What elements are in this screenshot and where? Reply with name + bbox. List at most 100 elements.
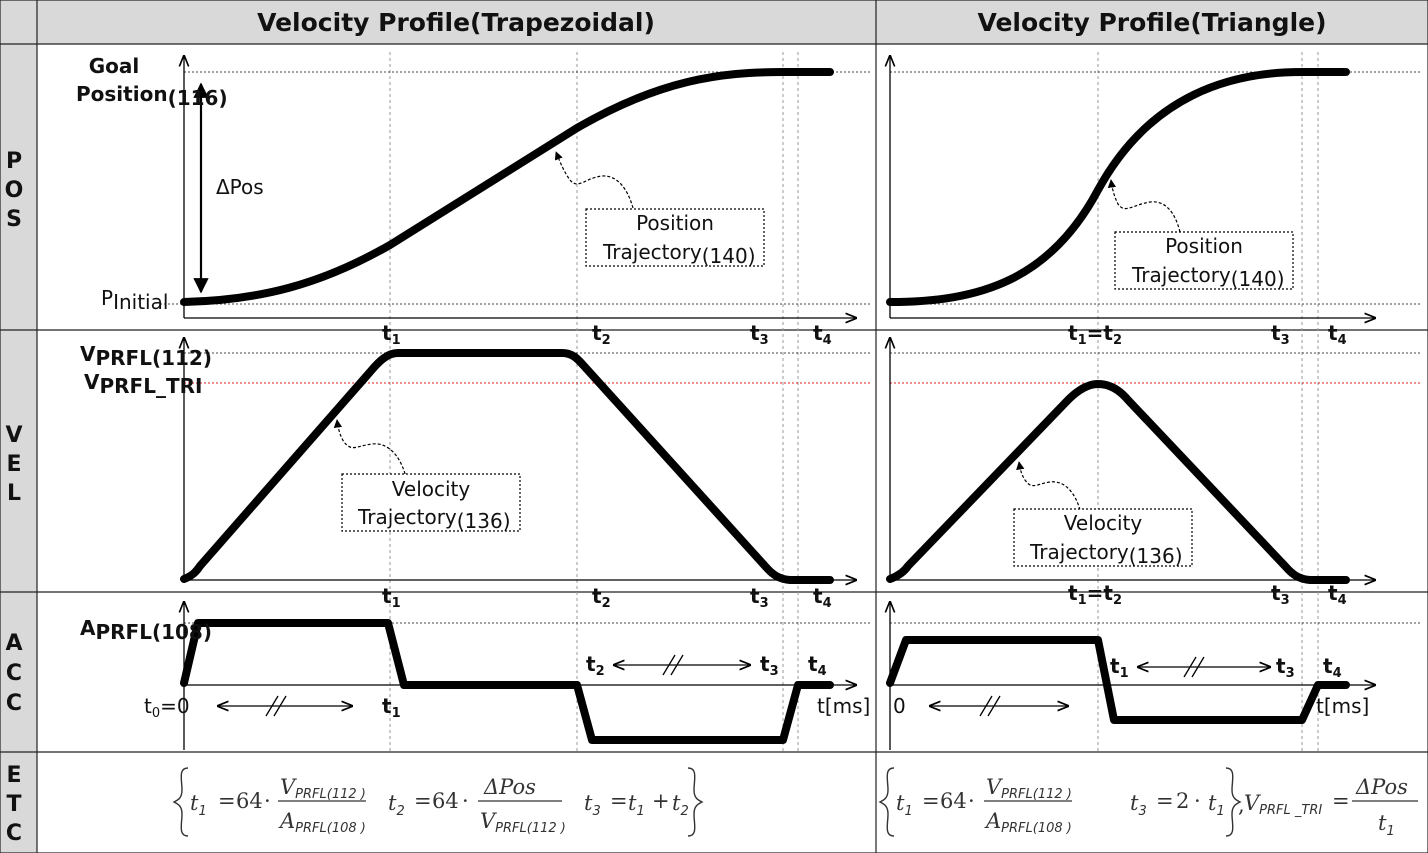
svg-text:,: ,	[1238, 793, 1245, 817]
goal-position-label-line2: Position(116)	[76, 82, 228, 110]
svg-text:=: =	[1156, 789, 1174, 813]
position-trajectory-callout-line2: Trajectory(140)	[602, 240, 756, 268]
svg-text:·: ·	[1194, 789, 1201, 813]
formula-triangle: t1 = 64 · VPRFL(112 ) APRFL(108 ) t3 = 2…	[878, 767, 1418, 839]
zero-label: 0	[893, 694, 906, 718]
svg-text:t4: t4	[813, 584, 832, 611]
velocity-trajectory-curve	[180, 349, 834, 584]
tick-t1-pos: t1	[382, 321, 401, 348]
svg-text:t1: t1	[190, 791, 207, 819]
svg-text:t1: t1	[382, 694, 401, 721]
svg-text:Position: Position	[1165, 234, 1243, 258]
svg-text:t2: t2	[672, 791, 689, 819]
svg-text:t1: t1	[1378, 811, 1395, 839]
svg-text:t4: t4	[1323, 654, 1342, 681]
svg-text:2: 2	[1176, 789, 1189, 813]
acc-panel-trapezoidal: APRFL(108) t0=0 t[ms] t1 t2 t3 t4	[80, 602, 870, 750]
svg-text:E: E	[6, 452, 21, 477]
velocity-trajectory-callout	[341, 473, 521, 532]
svg-text:L: L	[7, 481, 21, 506]
time-gridlines-triangle	[1097, 52, 1319, 752]
svg-text:VPRFL(112 ): VPRFL(112 )	[280, 775, 366, 802]
svg-text:64: 64	[236, 789, 263, 813]
svg-text:C: C	[6, 661, 22, 686]
pos-panel-triangle: Position Trajectory(140) t1=t2 t3 t4	[890, 56, 1420, 348]
formula-trapezoidal: t1 = 64 · VPRFL(112 ) APRFL(108 ) t2 = 6…	[172, 767, 704, 837]
svg-text:t4: t4	[1328, 321, 1347, 348]
svg-text:·: ·	[968, 789, 975, 813]
time-axis-label: t[ms]	[817, 694, 870, 718]
goal-position-label-line1: Goal	[89, 54, 140, 78]
svg-text:C: C	[6, 821, 22, 846]
row-label-vel: V E L	[5, 423, 22, 506]
svg-text:t1: t1	[1110, 654, 1129, 681]
svg-text:ΔPos: ΔPos	[483, 775, 536, 799]
tick-t4-pos: t4	[813, 321, 832, 348]
svg-text:E: E	[6, 763, 21, 788]
svg-text:Velocity: Velocity	[1064, 511, 1143, 535]
p-initial-label: PInitial	[101, 286, 168, 314]
svg-text:t3: t3	[1271, 321, 1290, 348]
tick-t2-pos: t2	[592, 321, 611, 348]
svg-text:t[ms]: t[ms]	[1316, 694, 1369, 718]
tick-t1-eq-t2-pos: t1=t2	[1068, 321, 1122, 348]
svg-text:t1: t1	[628, 791, 645, 819]
svg-text:V: V	[5, 423, 22, 448]
svg-text:Trajectory(136): Trajectory(136)	[1029, 540, 1183, 568]
svg-text:VPRFL(112 ): VPRFL(112 )	[986, 775, 1072, 802]
row-label-acc: A C C	[5, 631, 22, 716]
svg-text:·: ·	[264, 789, 271, 813]
svg-text:t2: t2	[388, 791, 405, 819]
svg-text:t1: t1	[1208, 791, 1225, 819]
header-trapezoidal: Velocity Profile(Trapezoidal)	[257, 8, 655, 37]
velocity-trajectory-callout-tri	[1013, 508, 1193, 567]
position-trajectory-curve-tri	[886, 68, 1350, 306]
svg-text:P: P	[6, 149, 22, 174]
svg-text:=: =	[414, 789, 432, 813]
svg-text:t1: t1	[382, 584, 401, 611]
position-trajectory-callout	[585, 208, 765, 267]
svg-text:VPRFL(112 ): VPRFL(112 )	[480, 809, 566, 836]
position-trajectory-callout-line1: Position	[636, 211, 714, 235]
svg-text:=: =	[610, 789, 628, 813]
svg-text:S: S	[6, 207, 22, 232]
aprfl-label: APRFL(108)	[80, 616, 212, 644]
svg-text:C: C	[6, 691, 22, 716]
velocity-trajectory-curve-tri	[886, 380, 1350, 584]
vprfl-label: VPRFL(112)	[80, 342, 212, 370]
acc-panel-triangle: 0 t[ms] t1 t3 t4	[890, 602, 1420, 750]
header-triangle: Velocity Profile(Triangle)	[977, 8, 1326, 37]
svg-text:t3: t3	[584, 791, 601, 819]
svg-text:t4: t4	[808, 652, 827, 679]
svg-text:t1: t1	[896, 791, 913, 819]
svg-text:·: ·	[462, 789, 469, 813]
svg-text:Trajectory(140): Trajectory(140)	[1131, 263, 1285, 291]
svg-text:t2: t2	[586, 652, 605, 679]
vel-panel-triangle: Velocity Trajectory(136) t1=t2 t3 t4	[890, 338, 1420, 608]
svg-text:t3: t3	[1271, 581, 1290, 608]
svg-text:A: A	[5, 631, 22, 656]
svg-text:=: =	[218, 789, 236, 813]
svg-text:Velocity: Velocity	[392, 477, 471, 501]
svg-text:=: =	[922, 789, 940, 813]
position-trajectory-callout-tri	[1114, 231, 1294, 290]
vel-panel-trapezoidal: VPRFL(112) VPRFL_TRI Velocity Trajectory…	[80, 338, 870, 611]
acceleration-profile-tri	[886, 636, 1350, 724]
svg-text:VPRFL _TRI: VPRFL _TRI	[1244, 791, 1322, 818]
pos-panel-trapezoidal: Goal Position(116) ΔPos PInitial Positio…	[76, 54, 870, 348]
svg-text:APRFL(108 ): APRFL(108 )	[984, 809, 1072, 836]
t0-label: t0=0	[144, 694, 190, 721]
svg-text:t3: t3	[1130, 791, 1147, 819]
svg-text:t3: t3	[1276, 654, 1295, 681]
svg-text:+: +	[652, 789, 670, 813]
svg-text:O: O	[5, 178, 24, 203]
delta-pos-label: ΔPos	[216, 175, 264, 199]
svg-text:Trajectory(136): Trajectory(136)	[357, 505, 511, 533]
row-label-pos: P O S	[5, 149, 24, 232]
svg-text:64: 64	[432, 789, 459, 813]
vprfl-tri-label: VPRFL_TRI	[84, 370, 202, 398]
svg-text:APRFL(108 ): APRFL(108 )	[278, 809, 366, 836]
row-label-etc: E T C	[6, 763, 22, 846]
svg-text:64: 64	[940, 789, 967, 813]
